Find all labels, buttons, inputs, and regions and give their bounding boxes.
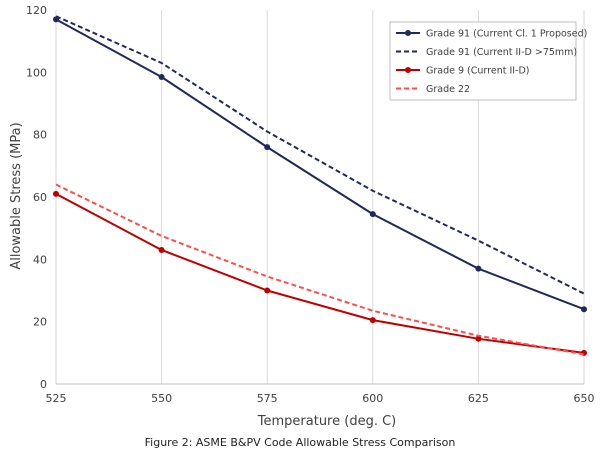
series-line-1	[55, 18, 585, 311]
series-3-point-575	[264, 287, 271, 294]
y-tick-label-100: 100	[26, 66, 47, 79]
y-axis-title: Allowable Stress (MPa)	[9, 122, 24, 269]
y-tick-label-0: 0	[40, 378, 47, 391]
legend-marker-3	[405, 67, 411, 73]
series-1-point-600	[369, 211, 376, 218]
legend-label-1: Grade 91 (Current Cl. 1 Proposed)	[426, 29, 587, 40]
series-lines	[53, 15, 587, 356]
legend: Grade 91 (Current Cl. 1 Proposed) Grade 9…	[389, 21, 587, 101]
x-tick-label-550: 550	[151, 392, 172, 405]
figure-caption: Figure 2: ASME B&PV Code Allowable Stres…	[144, 436, 456, 449]
series-1-point-550	[158, 74, 165, 81]
series-line-4	[55, 183, 585, 356]
y-tick-label-60: 60	[33, 191, 47, 204]
x-tick-label-575: 575	[257, 392, 278, 405]
series-line-2	[55, 15, 585, 295]
series-3-point-550	[158, 246, 165, 253]
series-line-3	[55, 193, 585, 354]
legend-marker-1	[405, 30, 411, 36]
series-1-point-625	[475, 265, 482, 272]
y-tick-label-120: 120	[26, 4, 47, 17]
series-3-point-600	[369, 317, 376, 324]
legend-label-4: Grade 22	[426, 84, 470, 95]
legend-label-2: Grade 91 (Current II-D >75mm)	[426, 47, 577, 58]
y-tick-label-20: 20	[33, 316, 47, 329]
legend-box	[389, 21, 577, 101]
series-3-point-625	[475, 335, 482, 342]
line-chart: 525 550 575 600 625 650 0 20 40 60 80 100 120 Grade …	[9, 4, 595, 429]
y-tick-label-80: 80	[33, 129, 47, 142]
series-1-point-650	[581, 306, 587, 313]
x-tick-label-625: 625	[468, 392, 489, 405]
x-tick-label-600: 600	[362, 392, 383, 405]
legend-label-3: Grade 9 (Current II-D)	[426, 66, 530, 77]
x-axis-title: Temperature (deg. C)	[257, 414, 396, 429]
tick-labels: 525 550 575 600 625 650 0 20 40 60 80 100 120	[26, 4, 595, 405]
series-1-point-575	[264, 144, 271, 151]
x-tick-label-650: 650	[574, 392, 595, 405]
x-tick-label-525: 525	[46, 392, 67, 405]
y-tick-label-40: 40	[33, 253, 47, 266]
series-3-point-525	[53, 190, 59, 197]
